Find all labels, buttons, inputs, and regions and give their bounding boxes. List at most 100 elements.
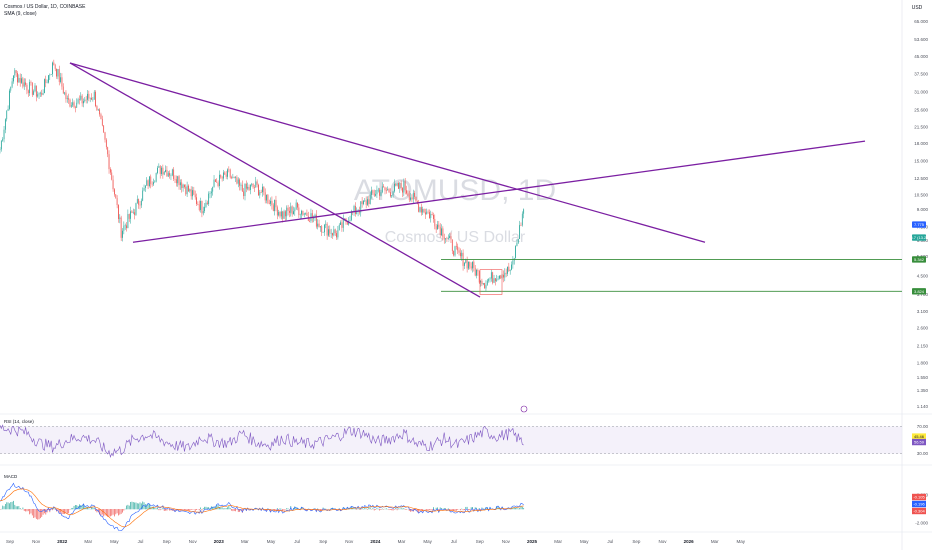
candle-body xyxy=(350,220,351,221)
candle-body xyxy=(196,197,197,204)
rsi-title: RSI (14, close) xyxy=(4,419,34,424)
candle-body xyxy=(263,187,264,193)
candle-body xyxy=(29,82,30,93)
price-tick-label: 25.600 xyxy=(914,108,928,113)
candle-body xyxy=(90,98,91,99)
macd-histogram-bar xyxy=(188,509,189,511)
candle-body xyxy=(336,233,337,237)
price-tick-label: 1.140 xyxy=(917,404,929,409)
macd-histogram-bar xyxy=(280,508,281,509)
macd-histogram-bar xyxy=(381,509,382,510)
time-axis-label: Mar xyxy=(711,539,719,544)
candle-body xyxy=(270,201,271,204)
macd-histogram-bar xyxy=(32,509,33,515)
symbol-title[interactable]: Cosmos / US Dollar, 1D, COINBASE xyxy=(4,4,85,10)
sma-legend[interactable]: SMA (9, close) xyxy=(4,11,37,17)
candle-body xyxy=(191,189,192,196)
currency-label: USD xyxy=(912,5,923,11)
candle-body xyxy=(101,114,102,119)
candle-body xyxy=(52,63,53,75)
candle-body xyxy=(239,180,240,186)
candle-body xyxy=(188,186,189,192)
macd-histogram-bar xyxy=(449,509,450,510)
candle-body xyxy=(97,106,98,110)
candle-body xyxy=(433,215,434,219)
candle-body xyxy=(498,279,499,280)
candle-body xyxy=(504,273,505,278)
macd-histogram-bar xyxy=(469,509,470,510)
candle-body xyxy=(2,139,3,141)
candle-body xyxy=(517,243,518,246)
price-tick-label: 15.000 xyxy=(914,159,928,164)
macd-histogram-bar xyxy=(129,506,130,510)
candle-body xyxy=(366,200,367,204)
candle-body xyxy=(405,181,406,190)
macd-histogram-bar xyxy=(372,508,373,510)
candle-body xyxy=(321,226,322,232)
candle-body xyxy=(184,185,185,187)
candle-body xyxy=(192,190,193,196)
candle-body xyxy=(305,213,306,214)
candle-body xyxy=(444,237,445,239)
candle-body xyxy=(335,229,336,233)
candle-body xyxy=(273,205,274,211)
time-axis-label: May xyxy=(737,539,746,544)
candle-body xyxy=(471,266,472,268)
candle-body xyxy=(246,184,247,189)
candle-body xyxy=(510,270,511,271)
macd-histogram-bar xyxy=(123,509,124,511)
candle-body xyxy=(35,86,36,92)
macd-histogram-bar xyxy=(118,509,119,515)
macd-histogram-bar xyxy=(40,509,41,518)
macd-histogram-bar xyxy=(428,509,429,511)
candle-body xyxy=(127,214,128,228)
macd-histogram-bar xyxy=(102,509,103,514)
candle-body xyxy=(269,203,270,204)
watermark-ticker: ATOMUSD, 1D xyxy=(354,174,556,207)
macd-histogram-bar xyxy=(239,509,240,512)
macd-histogram-bar xyxy=(199,509,200,510)
macd-histogram-bar xyxy=(41,509,42,517)
time-axis-label: 2026 xyxy=(684,539,695,544)
macd-histogram-bar xyxy=(137,503,138,509)
price-tick-label: 65.000 xyxy=(914,19,928,24)
candle-body xyxy=(469,262,470,267)
candle-body xyxy=(6,111,7,120)
candle-body xyxy=(200,201,201,210)
candle-body xyxy=(133,212,134,213)
time-axis-label: May xyxy=(423,539,432,544)
candle-body xyxy=(476,270,477,276)
candle-body xyxy=(467,260,468,269)
candle-body xyxy=(479,271,480,282)
candle-body xyxy=(503,275,504,278)
candle-body xyxy=(294,210,295,212)
macd-title: MACD xyxy=(4,474,18,479)
candle-body xyxy=(428,212,429,213)
candle-body xyxy=(49,75,50,76)
macd-histogram-bar xyxy=(114,509,115,516)
candle-body xyxy=(41,93,42,95)
candle-body xyxy=(251,184,252,185)
macd-histogram-bar xyxy=(126,506,127,510)
candle-body xyxy=(488,279,489,280)
candle-body xyxy=(518,239,519,243)
candle-body xyxy=(148,180,149,186)
macd-histogram-bar xyxy=(230,508,231,509)
candle-body xyxy=(18,78,19,82)
macd-histogram-bar xyxy=(391,509,392,510)
macd-histogram-bar xyxy=(153,506,154,509)
rsi-tick: 70.00 xyxy=(917,424,929,429)
price-tick-label: 31.000 xyxy=(914,89,928,94)
candle-body xyxy=(172,169,173,175)
candle-body xyxy=(475,268,476,276)
candle-body xyxy=(255,181,256,187)
macd-histogram-bar xyxy=(17,506,18,509)
candle-body xyxy=(355,206,356,214)
candle-body xyxy=(230,170,231,178)
candle-body xyxy=(59,69,60,82)
candle-body xyxy=(414,193,415,197)
candle-body xyxy=(448,238,449,239)
macd-histogram-bar xyxy=(140,502,141,509)
